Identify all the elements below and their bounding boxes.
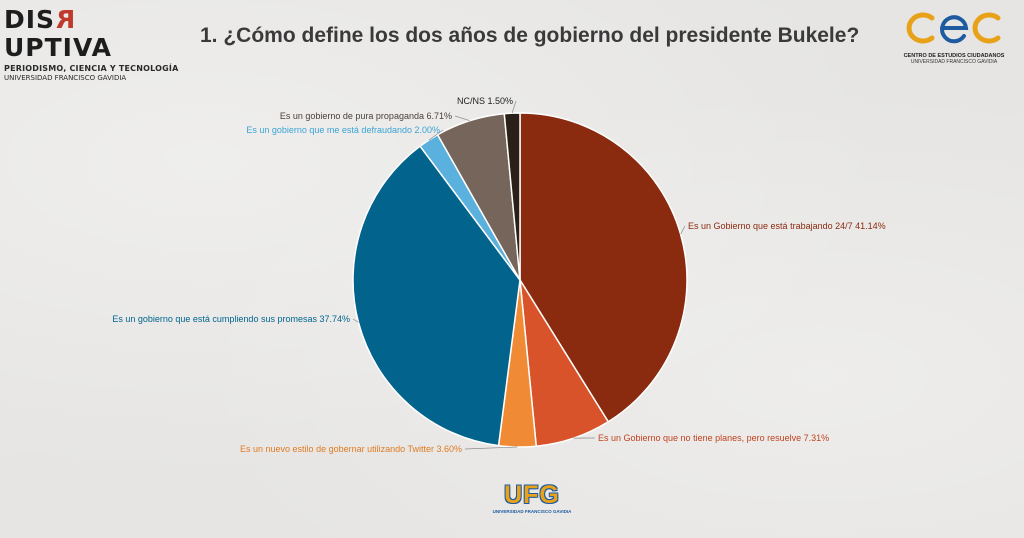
pie-slice-label: Es un Gobierno que está trabajando 24/7 … bbox=[688, 221, 886, 231]
ufg-university: UNIVERSIDAD FRANCISCO GAVIDIA bbox=[492, 509, 572, 514]
disruptiva-logo: DISRUPTIVA PERIODISMO, CIENCIA Y TECNOLO… bbox=[4, 5, 179, 83]
cec-logo: CENTRO DE ESTUDIOS CIUDADANOS UNIVERSIDA… bbox=[902, 8, 1006, 65]
pie-slice-label: Es un gobierno que está cumpliendo sus p… bbox=[112, 314, 350, 324]
pie-leader-line bbox=[680, 225, 686, 235]
pie-leader-line bbox=[454, 115, 470, 122]
cec-name: CENTRO DE ESTUDIOS CIUDADANOS bbox=[903, 53, 1005, 59]
cec-university: UNIVERSIDAD FRANCISCO GAVIDIA bbox=[910, 59, 998, 65]
pie-leader-line bbox=[428, 129, 444, 141]
pie-slice-label: Es un Gobierno que no tiene planes, pero… bbox=[598, 433, 829, 443]
pie-slice bbox=[352, 145, 521, 447]
disruptiva-university: UNIVERSIDAD FRANCISCO GAVIDIA bbox=[4, 74, 127, 82]
pie-leader-line bbox=[464, 446, 518, 450]
disruptiva-wordmark: DISRUPTIVA bbox=[4, 5, 154, 62]
pie-leader-line bbox=[352, 318, 359, 323]
disruptiva-tagline: PERIODISMO, CIENCIA Y TECNOLOGÍA bbox=[4, 64, 179, 73]
pie-slice-label: Es un gobierno de pura propaganda 6.71% bbox=[280, 111, 452, 121]
wordmark-part: DIS bbox=[4, 5, 56, 34]
ufg-logo: UFG UNIVERSIDAD FRANCISCO GAVIDIA bbox=[492, 481, 572, 515]
wordmark-part: UPTIVA bbox=[4, 33, 112, 62]
pie-leader-line bbox=[511, 100, 517, 114]
ufg-wordmark: UFG bbox=[504, 481, 560, 509]
pie-slice-label: Es un nuevo estilo de gobernar utilizand… bbox=[240, 444, 462, 454]
pie-leader-lines bbox=[352, 100, 686, 450]
chart-title: 1. ¿Cómo define los dos años de gobierno… bbox=[200, 24, 860, 47]
pie-slice bbox=[519, 112, 688, 423]
pie-slice-label: Es un gobierno que me está defraudando 2… bbox=[246, 125, 440, 135]
pie-slice-label: NC/NS 1.50% bbox=[457, 96, 513, 106]
pie-labels: Es un Gobierno que está trabajando 24/7 … bbox=[112, 96, 885, 454]
pie-slices bbox=[352, 112, 688, 448]
cec-logo-icon bbox=[906, 12, 1001, 44]
